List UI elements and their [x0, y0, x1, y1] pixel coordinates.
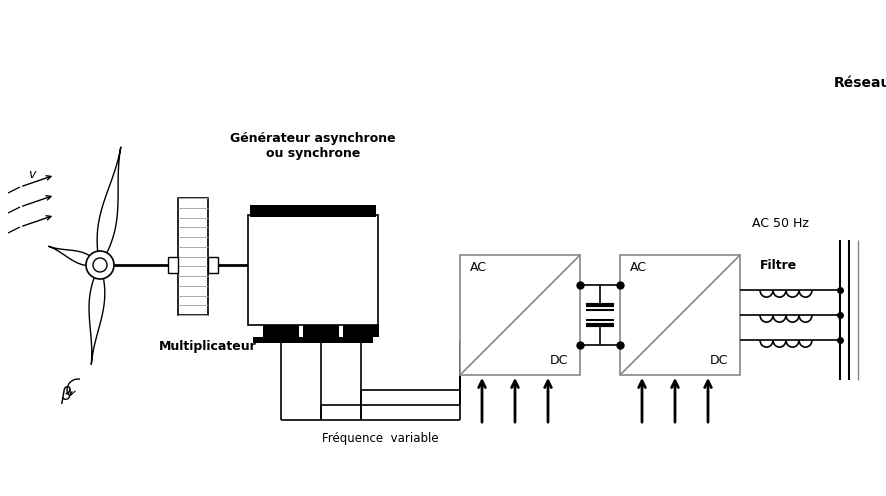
Bar [178, 198, 207, 315]
Bar [248, 215, 377, 325]
Text: AC: AC [470, 261, 486, 274]
Text: v: v [28, 168, 35, 181]
Bar [253, 337, 373, 343]
Text: Réseau: Réseau [832, 76, 886, 90]
Polygon shape [48, 246, 100, 266]
Text: Filtre: Filtre [759, 259, 797, 272]
Text: DC: DC [709, 354, 727, 367]
Polygon shape [97, 147, 120, 265]
Text: Générateur asynchrone
ou synchrone: Générateur asynchrone ou synchrone [230, 132, 395, 160]
Text: β: β [60, 386, 71, 404]
Text: DC: DC [549, 354, 567, 367]
Text: AC: AC [629, 261, 646, 274]
Text: Fréquence  variable: Fréquence variable [322, 432, 438, 445]
Bar [263, 325, 299, 337]
Circle shape [93, 258, 107, 272]
Polygon shape [89, 265, 105, 365]
Text: Multiplicateur: Multiplicateur [159, 340, 257, 353]
Bar [250, 205, 376, 217]
Text: AC 50 Hz: AC 50 Hz [750, 217, 807, 230]
Bar [460, 255, 579, 375]
Bar [343, 325, 378, 337]
Bar [207, 257, 218, 273]
Circle shape [86, 251, 114, 279]
Bar [619, 255, 739, 375]
Bar [303, 325, 338, 337]
Bar [167, 257, 178, 273]
